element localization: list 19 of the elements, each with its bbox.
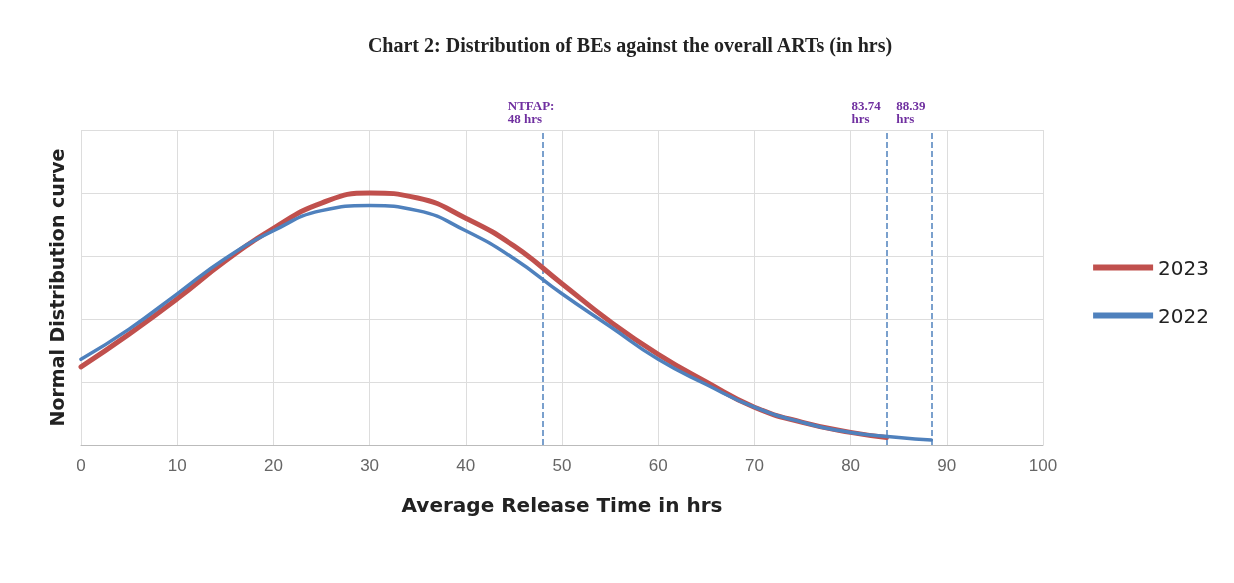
x-tick-label: 80 xyxy=(841,456,861,475)
x-tick-label: 0 xyxy=(76,456,86,475)
x-axis-title: Average Release Time in hrs xyxy=(401,493,723,517)
x-tick-label: 20 xyxy=(263,456,283,475)
x-tick-label: 70 xyxy=(744,456,764,475)
ref-line-label: 83.74 hrs xyxy=(851,98,882,126)
ref-line-label: 88.39 hrs xyxy=(896,98,927,126)
legend-label: 2023 xyxy=(1158,255,1210,280)
x-tick-label: 10 xyxy=(167,456,187,475)
legend-label: 2022 xyxy=(1158,303,1210,328)
x-tick-label: 100 xyxy=(1028,456,1058,475)
x-tick-label: 40 xyxy=(456,456,476,475)
x-tick-label: 60 xyxy=(648,456,668,475)
x-tick-label: 90 xyxy=(937,456,957,475)
x-tick-label: 30 xyxy=(360,456,380,475)
y-axis-title: Normal Distribution curve xyxy=(45,148,68,427)
x-tick-label: 50 xyxy=(552,456,572,475)
chart-title: Chart 2: Distribution of BEs against the overall ARTs (in hrs) xyxy=(367,34,893,57)
ref-line-label: NTFAP: 48 hrs xyxy=(507,98,555,126)
